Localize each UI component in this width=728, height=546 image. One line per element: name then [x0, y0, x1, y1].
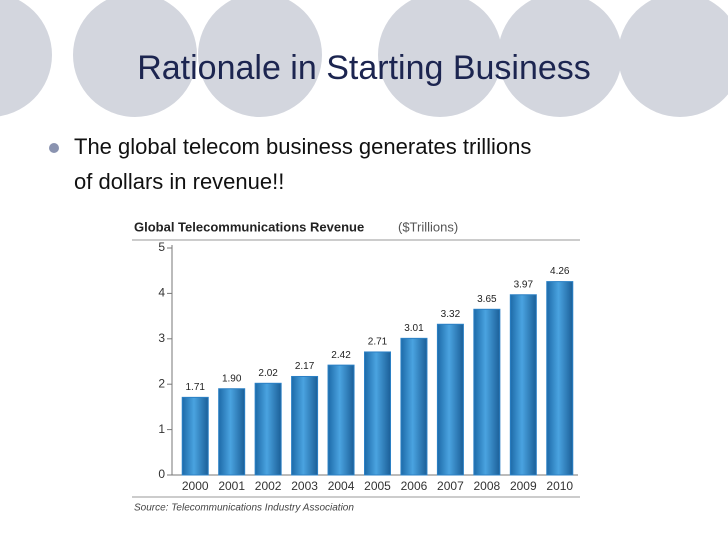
- value-label: 3.32: [441, 309, 461, 320]
- value-label: 2.17: [295, 361, 315, 372]
- bar: [291, 375, 319, 476]
- x-tick-label: 2009: [510, 479, 537, 493]
- x-tick-label: 2004: [328, 479, 355, 493]
- bullet-dot: [49, 143, 59, 153]
- bar: [218, 388, 246, 476]
- x-tick-label: 2002: [255, 479, 282, 493]
- bullet-text: of dollars in revenue!!: [74, 169, 284, 194]
- decor-circles: [0, 0, 728, 117]
- value-label: 3.01: [404, 323, 424, 334]
- slide-title: Rationale in Starting Business: [137, 49, 591, 87]
- bar: [181, 396, 209, 476]
- bar: [473, 308, 501, 476]
- x-tick-label: 2006: [401, 479, 428, 493]
- y-tick-label: 4: [158, 286, 165, 300]
- x-tick-label: 2001: [218, 479, 245, 493]
- bar: [254, 382, 282, 476]
- value-label: 3.97: [514, 279, 534, 290]
- bar: [436, 323, 464, 476]
- x-tick-label: 2003: [291, 479, 318, 493]
- value-label: 3.65: [477, 294, 497, 305]
- bar: [327, 364, 355, 476]
- x-tick-label: 2008: [474, 479, 501, 493]
- value-label: 2.71: [368, 337, 388, 348]
- y-tick-label: 0: [158, 467, 165, 481]
- chart-subtitle: ($Trillions): [398, 219, 458, 234]
- x-tick-label: 2010: [546, 479, 573, 493]
- bullet-text: The global telecom business generates tr…: [74, 134, 531, 159]
- x-tick-label: 2005: [364, 479, 391, 493]
- x-tick-label: 2000: [182, 479, 209, 493]
- x-tick-label: 2007: [437, 479, 464, 493]
- bar: [364, 351, 391, 476]
- value-label: 4.26: [550, 266, 570, 277]
- bar: [509, 294, 537, 476]
- bar: [400, 337, 428, 476]
- value-label: 2.02: [258, 368, 278, 379]
- value-label: 1.71: [185, 382, 205, 393]
- value-label: 1.90: [222, 373, 242, 384]
- y-tick-label: 3: [158, 331, 165, 345]
- chart-title: Global Telecommunications Revenue: [134, 219, 364, 234]
- y-tick-label: 1: [158, 422, 165, 436]
- y-tick-label: 2: [158, 376, 165, 390]
- bar: [546, 281, 574, 476]
- y-tick-label: 5: [158, 240, 165, 254]
- value-label: 2.42: [331, 350, 351, 361]
- chart-source: Source: Telecommunications Industry Asso…: [134, 503, 354, 514]
